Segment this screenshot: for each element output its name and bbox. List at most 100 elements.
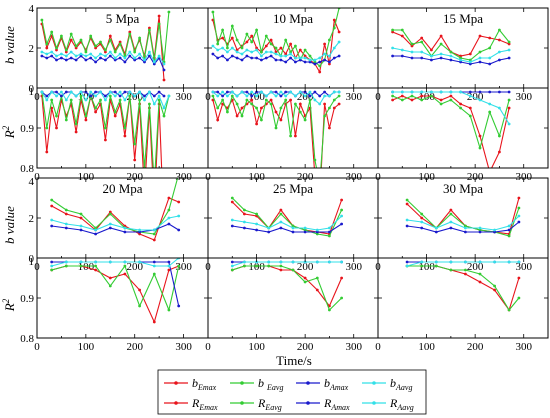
chart-15-mpa-b-b-aavg-point xyxy=(507,48,511,52)
chart-10-mpa-b-b-aavg-point xyxy=(337,40,341,44)
chart-5-mpa-r2-r-eavg-point xyxy=(108,94,112,98)
chart-20-mpa-b-b-aavg-point xyxy=(167,216,171,220)
chart-5-mpa-r2-r-eavg-point xyxy=(94,106,97,110)
chart-20-mpa-b-b-amax-point xyxy=(123,230,127,234)
chart-15-mpa-b-b-aavg-point xyxy=(459,58,462,62)
chart-10-mpa-r2-r-eavg-point xyxy=(264,98,268,102)
chart-10-mpa-b-b-amax-point xyxy=(337,54,341,58)
chart-5-mpa-r2-r-eavg-point xyxy=(153,183,156,186)
chart-10-mpa-b-b-amax-point xyxy=(230,54,234,58)
chart-15-mpa-r2-r-emax-point xyxy=(391,98,394,102)
chart-5-mpa-r2-r-aavg-point xyxy=(148,90,151,94)
chart-5-mpa-r2-x-tick-label: 200 xyxy=(126,171,143,183)
chart-10-mpa-b-b-aavg-point xyxy=(245,48,249,52)
chart-5-mpa-r2-r-eavg-point xyxy=(148,102,151,106)
chart-5-mpa-b-b-eavg-point xyxy=(45,42,49,46)
chart-5-mpa-r2-r-eavg-point xyxy=(55,114,58,118)
chart-20-mpa-b-y-tick-label: 0 xyxy=(29,253,35,265)
chart-5-mpa-r2-r-aavg-point xyxy=(138,90,142,94)
chart-10-mpa-r2-r-eavg-point xyxy=(279,106,283,110)
chart-10-mpa-r2-r-eavg-point xyxy=(221,98,225,102)
chart-30-mpa-b-b-amax-point xyxy=(449,226,453,230)
chart-15-mpa-b-b-eavg-point xyxy=(478,50,482,54)
chart-20-mpa-b-b-aavg-point xyxy=(108,222,112,226)
chart-15-mpa-b-b-amax-point xyxy=(400,54,404,58)
chart-15-mpa-b-b-emax-point xyxy=(400,34,404,38)
chart-30-mpa-b-b-amax-point xyxy=(464,230,467,234)
legend-marker-r-emax xyxy=(174,401,178,405)
chart-5-mpa-b-b-emax-point xyxy=(69,38,73,42)
chart-20-mpa-b-b-amax-point xyxy=(167,222,171,226)
chart-5-mpa-b-b-amax-point xyxy=(113,58,117,62)
chart-10-mpa-b-b-eavg-point xyxy=(308,54,312,58)
chart-5-mpa-b-b-aavg-point xyxy=(108,50,112,54)
chart-15-mpa-b-b-eavg-point xyxy=(410,42,414,46)
chart-5-mpa-b-b-emax-point xyxy=(55,48,58,52)
chart-5-mpa-b-b-eavg-point xyxy=(157,22,161,26)
chart-25-mpa-b-b-eavg-point xyxy=(303,228,307,232)
chart-15-mpa-r2-r-aavg-point xyxy=(488,102,492,106)
chart-5-mpa-b-b-emax-point xyxy=(104,50,107,54)
chart-10-mpa-b-b-aavg-point xyxy=(332,46,336,50)
chart-5-mpa-r2-x-tick-label: 100 xyxy=(78,171,95,183)
chart-15-mpa-r2-r-aavg-point xyxy=(400,90,404,94)
chart-25-mpa-r2-x-tick-label: 200 xyxy=(297,341,314,353)
chart-15-mpa-r2-r-emax-line xyxy=(392,95,510,168)
chart-20-mpa-b-b-emax-point xyxy=(79,216,83,220)
chart-5-mpa-r2-r-amax-point xyxy=(152,94,156,98)
chart-30-mpa-r2-r-eavg-point xyxy=(464,268,467,272)
chart-10-mpa-b-b-amax-point xyxy=(211,52,215,56)
chart-10-mpa-r2-r-emax-point xyxy=(318,199,321,202)
chart-30-mpa-r2-r-eavg-point xyxy=(420,264,424,268)
chart-20-mpa-b-b-emax-line xyxy=(51,197,179,241)
chart-5-mpa-b-b-eavg-point xyxy=(118,42,122,46)
chart-5-mpa-r2-r-aavg-point xyxy=(55,94,58,98)
chart-10-mpa-b-b-eavg-point xyxy=(211,10,215,14)
chart-10-mpa-b-b-eavg-point xyxy=(303,48,307,52)
chart-5-mpa-r2-r-aavg-point xyxy=(118,90,122,94)
chart-15-mpa-r2-r-aavg-point xyxy=(439,90,443,94)
chart-5-mpa-b-b-eavg-point xyxy=(55,46,58,50)
chart-5-mpa-b-b-amax-point xyxy=(162,68,166,72)
chart-5-mpa-r2-r-aavg-point xyxy=(89,90,93,94)
chart-20-mpa-r2-r-aavg-point xyxy=(167,264,171,268)
legend-label-b-aavg: bAavg xyxy=(390,376,412,392)
chart-20-mpa-r2-r-emax-point xyxy=(94,268,97,272)
chart-5-mpa-b-b-aavg-point xyxy=(143,58,146,62)
chart-10-mpa-r2-r-eavg-point xyxy=(303,118,307,122)
chart-10-mpa-r2-r-eavg-point xyxy=(211,94,215,98)
chart-10-mpa-r2-r-aavg-point xyxy=(255,94,258,98)
chart-20-mpa-b-b-amax-point xyxy=(138,230,142,234)
chart-5-mpa-b-b-amax-point xyxy=(64,58,68,62)
chart-30-mpa-b-b-amax-point xyxy=(507,228,511,232)
chart-15-mpa-b-b-amax-point xyxy=(449,58,453,62)
chart-10-mpa-r2-r-eavg-point xyxy=(250,102,254,106)
chart-10-mpa-r2-r-aavg-point xyxy=(298,90,302,94)
chart-5-mpa-b-b-eavg-point xyxy=(74,44,78,48)
chart-5-mpa-r2-r-eavg-point xyxy=(50,98,54,102)
chart-30-mpa-r2-r-aavg-point xyxy=(517,260,521,264)
chart-10-mpa-r2-r-amax-point xyxy=(308,94,312,98)
chart-20-mpa-r2-x-tick-label: 300 xyxy=(175,341,192,353)
chart-10-mpa-b-b-eavg-point xyxy=(269,42,273,46)
chart-10-mpa-b-b-aavg-point xyxy=(328,54,331,58)
chart-30-mpa-b-x-tick-label: 100 xyxy=(418,261,435,273)
chart-10-mpa-r2-x-tick-label: 0 xyxy=(205,171,211,183)
chart-25-mpa-b-b-emax-point xyxy=(340,198,343,202)
chart-30-mpa-b-b-eavg-point xyxy=(478,228,482,232)
chart-10-mpa-r2-r-amax-point xyxy=(323,90,326,94)
chart-5-mpa-r2-plot-area xyxy=(40,90,171,186)
chart-15-mpa-r2-x-tick-label: 200 xyxy=(467,171,484,183)
chart-5-mpa-r2-r-emax-point xyxy=(74,130,78,134)
chart-5-mpa-b-b-emax-point xyxy=(118,40,122,44)
chart-20-mpa-b-b-aavg-point xyxy=(50,218,54,222)
ylabel-r2-top: R2 xyxy=(1,125,17,139)
chart-20-mpa-r2-r-eavg-point xyxy=(177,264,181,268)
chart-20-mpa-r2-r-eavg-point xyxy=(108,284,112,288)
chart-5-mpa-r2-r-aavg-point xyxy=(84,98,88,102)
chart-5-mpa-b-b-aavg-point xyxy=(152,60,156,64)
chart-20-mpa-b-y-tick-label: 2 xyxy=(29,213,35,225)
legend-label-r-aavg: RAavg xyxy=(389,396,414,412)
chart-10-mpa-b-b-amax-point xyxy=(274,58,278,62)
chart-5-mpa-r2-r-aavg-point xyxy=(128,90,132,94)
